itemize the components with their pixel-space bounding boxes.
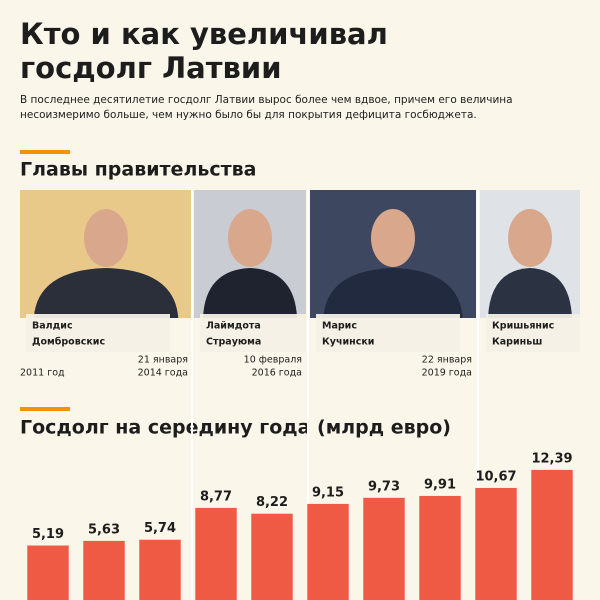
end-date: 2019 года xyxy=(422,368,472,379)
leader-name: Кучински xyxy=(322,337,374,348)
value-label: 9,91 xyxy=(424,477,456,492)
photo-body xyxy=(488,268,572,318)
photo-head xyxy=(228,209,272,267)
leader-name: Кришьянис xyxy=(492,321,554,332)
value-label: 9,73 xyxy=(368,479,400,494)
leader-name: Марис xyxy=(322,321,357,332)
value-label: 12,39 xyxy=(531,451,572,466)
name-box xyxy=(26,314,170,352)
value-label: 8,22 xyxy=(256,495,288,510)
value-label: 5,74 xyxy=(144,521,176,536)
bar xyxy=(251,513,293,600)
end-date: 22 января xyxy=(422,355,472,366)
value-label: 10,67 xyxy=(475,469,516,484)
value-label: 5,63 xyxy=(88,522,120,537)
end-date: 10 февраля xyxy=(244,355,302,366)
photo-head xyxy=(508,209,552,267)
name-box xyxy=(316,314,460,352)
bar xyxy=(531,469,573,600)
bar xyxy=(307,503,349,600)
section-heading: Главы правительства xyxy=(20,159,257,181)
title: Кто и как увеличивал xyxy=(20,17,388,51)
leader-name: Страуюма xyxy=(206,337,261,348)
bar xyxy=(475,487,517,600)
photo-head xyxy=(371,209,415,267)
chart-title: Госдолг на середину года (млрд евро) xyxy=(20,417,451,439)
end-date: 2016 года xyxy=(252,368,302,379)
bar xyxy=(83,540,125,600)
subtitle: В последнее десятилетие госдолг Латвии в… xyxy=(20,94,513,106)
photo-body xyxy=(33,268,179,318)
accent xyxy=(20,150,70,154)
leader-name: Валдис xyxy=(32,321,73,332)
photo-body xyxy=(202,268,298,318)
title: госдолг Латвии xyxy=(20,51,282,85)
leader-name: Домбровскис xyxy=(32,337,105,348)
bar xyxy=(27,545,69,600)
value-label: 9,15 xyxy=(312,485,344,500)
value-label: 8,77 xyxy=(200,489,232,504)
bar xyxy=(195,507,237,600)
leader-name: Лаймдота xyxy=(206,321,261,332)
value-label: 5,19 xyxy=(32,527,64,542)
leader-name: Кариньш xyxy=(492,337,542,348)
start-date: 2011 год xyxy=(20,368,65,379)
bar xyxy=(363,497,405,600)
name-box xyxy=(200,314,306,352)
end-date: 2014 года xyxy=(138,368,188,379)
end-date: 21 января xyxy=(138,355,188,366)
accent xyxy=(20,407,70,411)
bar xyxy=(419,495,461,600)
bar xyxy=(139,539,181,600)
subtitle: несоизмеримо больше, чем нужно было бы д… xyxy=(20,109,477,121)
name-box xyxy=(486,314,580,352)
photo-head xyxy=(84,209,128,267)
photo-body xyxy=(323,268,463,318)
